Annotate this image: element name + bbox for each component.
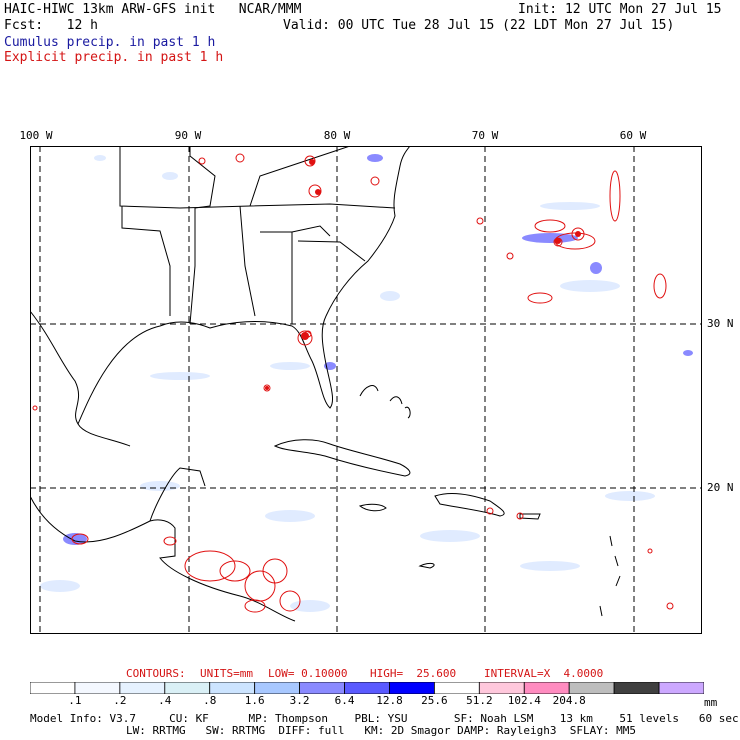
cumulus-precip-moderate [63,154,693,545]
colorbar-swatch [523,682,570,694]
colorbar-swatch [389,682,435,694]
colorbar-tick-label: .2 [113,694,127,707]
colorbar-swatch [119,682,166,694]
colorbar-swatch [209,682,256,694]
model-info-line2: LW: RRTMG SW: RRTMG DIFF: full KM: 2D Sm… [126,724,636,737]
contours-label: CONTOURS: [126,667,186,680]
colorbar-tick-label: .1 [68,694,82,707]
chart-title: HAIC-HIWC 13km ARW-GFS init NCAR/MMM [4,2,302,17]
legend-cumulus: Cumulus precip. in past 1 h [4,35,216,50]
contour-low: LOW= 0.10000 [268,667,348,680]
lon-label-100w: 100 W [19,129,53,142]
lat-label-30n: 30 N [707,317,734,330]
colorbar-swatch [30,682,76,694]
contour-high: HIGH= 25.600 [370,667,457,680]
colorbar-swatch [613,682,660,694]
cumulus-precip-layer [40,155,655,612]
forecast-hour: Fcst: 12 h [4,18,98,33]
legend-explicit: Explicit precip. in past 1 h [4,50,224,65]
colorbar-tick-label: .4 [158,694,172,707]
valid-time: Valid: 00 UTC Tue 28 Jul 15 (22 LDT Mon … [283,18,675,33]
colorbar [30,682,704,694]
colorbar-swatch [658,682,704,694]
lon-label-80w: 80 W [323,129,351,142]
lon-label-60w: 60 W [619,129,647,142]
model-info-line1: Model Info: V3.7 CU: KF MP: Thompson PBL… [30,712,739,725]
colorbar-tick-label: 204.8 [552,694,586,707]
graticule [30,146,702,634]
colorbar-tick-label: 3.2 [289,694,310,707]
precip-map [30,146,702,634]
colorbar-tick-label: .8 [203,694,217,707]
colorbar-tick-label: 25.6 [421,694,448,707]
colorbar-tick-label: 51.2 [466,694,493,707]
colorbar-tick-label: 102.4 [507,694,541,707]
colorbar-swatch [478,682,525,694]
explicit-precip-contours [32,153,674,613]
lon-label-90w: 90 W [174,129,202,142]
colorbar-swatch [568,682,615,694]
init-time: Init: 12 UTC Mon 27 Jul 15 [518,2,722,17]
explicit-precip-heavy [265,159,581,390]
colorbar-tick-label: 1.6 [244,694,265,707]
coastlines [30,146,621,622]
colorbar-unit: mm [704,696,718,709]
colorbar-swatch [344,682,390,694]
lat-label-20n: 20 N [707,481,734,494]
colorbar-swatch [164,682,211,694]
colorbar-tick-label: 6.4 [334,694,355,707]
colorbar-swatch [74,682,121,694]
lon-label-70w: 70 W [471,129,499,142]
contour-interval: INTERVAL=X 4.0000 [484,667,604,680]
contour-units: UNITS=mm [200,667,253,680]
map-frame [30,146,702,634]
colorbar-swatch [433,682,480,694]
colorbar-swatch [254,682,300,694]
colorbar-swatch [299,682,345,694]
central-america-cluster [163,536,301,613]
colorbar-tick-label: 12.8 [376,694,403,707]
